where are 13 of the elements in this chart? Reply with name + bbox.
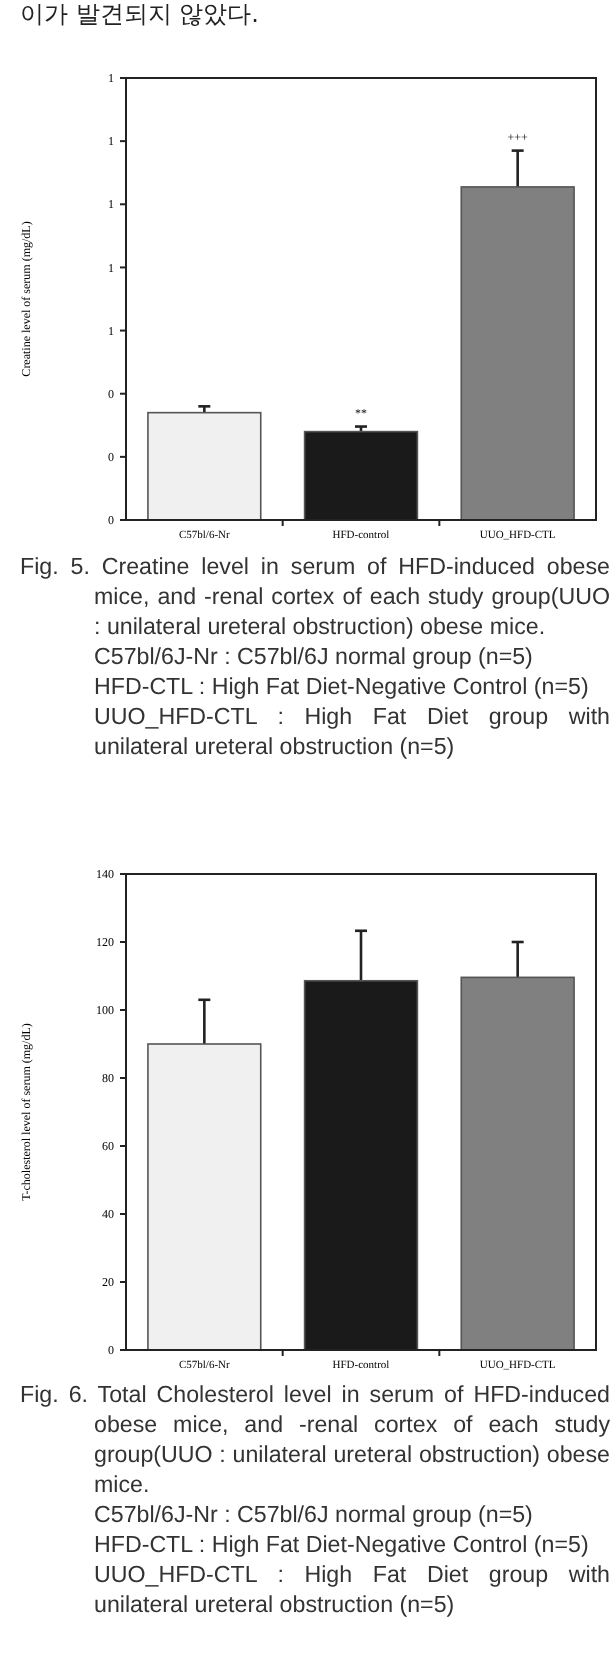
text: HFD-CTL : High Fat Diet-Negative Control (n=5) (92, 672, 591, 702)
bar (460, 186, 575, 521)
text: UUO_HFD-CTL : High Fat Diet group with unilateral ureteral obstruction (n=5) (92, 702, 610, 762)
text: C57bl/6J-Nr : C57bl/6J normal group (n=5) (92, 642, 535, 672)
caption: Fig. 5. Creatine level in serum of HFD-induced obese mice, and -renal cortex of each study group(UUO : unilateral ureteral obstruction) obese mice. (18, 552, 610, 642)
text: UUO_HFD-CTL : High Fat Diet group with unilateral ureteral obstruction (n=5) (92, 1560, 610, 1620)
bar (147, 1043, 262, 1351)
bar (460, 976, 575, 1351)
text: 이가 발견되지 않았다. (20, 0, 259, 30)
text: HFD-CTL : High Fat Diet-Negative Control (n=5) (92, 1530, 591, 1560)
text: C57bl/6J-Nr : C57bl/6J normal group (n=5) (92, 1500, 535, 1530)
bar (147, 411, 262, 521)
caption: Fig. 6. Total Cholesterol level in serum of HFD-induced obese mice, and -renal cortex of each study group(UUO : unilateral ureteral obstruction) obese mice. (18, 1380, 610, 1500)
